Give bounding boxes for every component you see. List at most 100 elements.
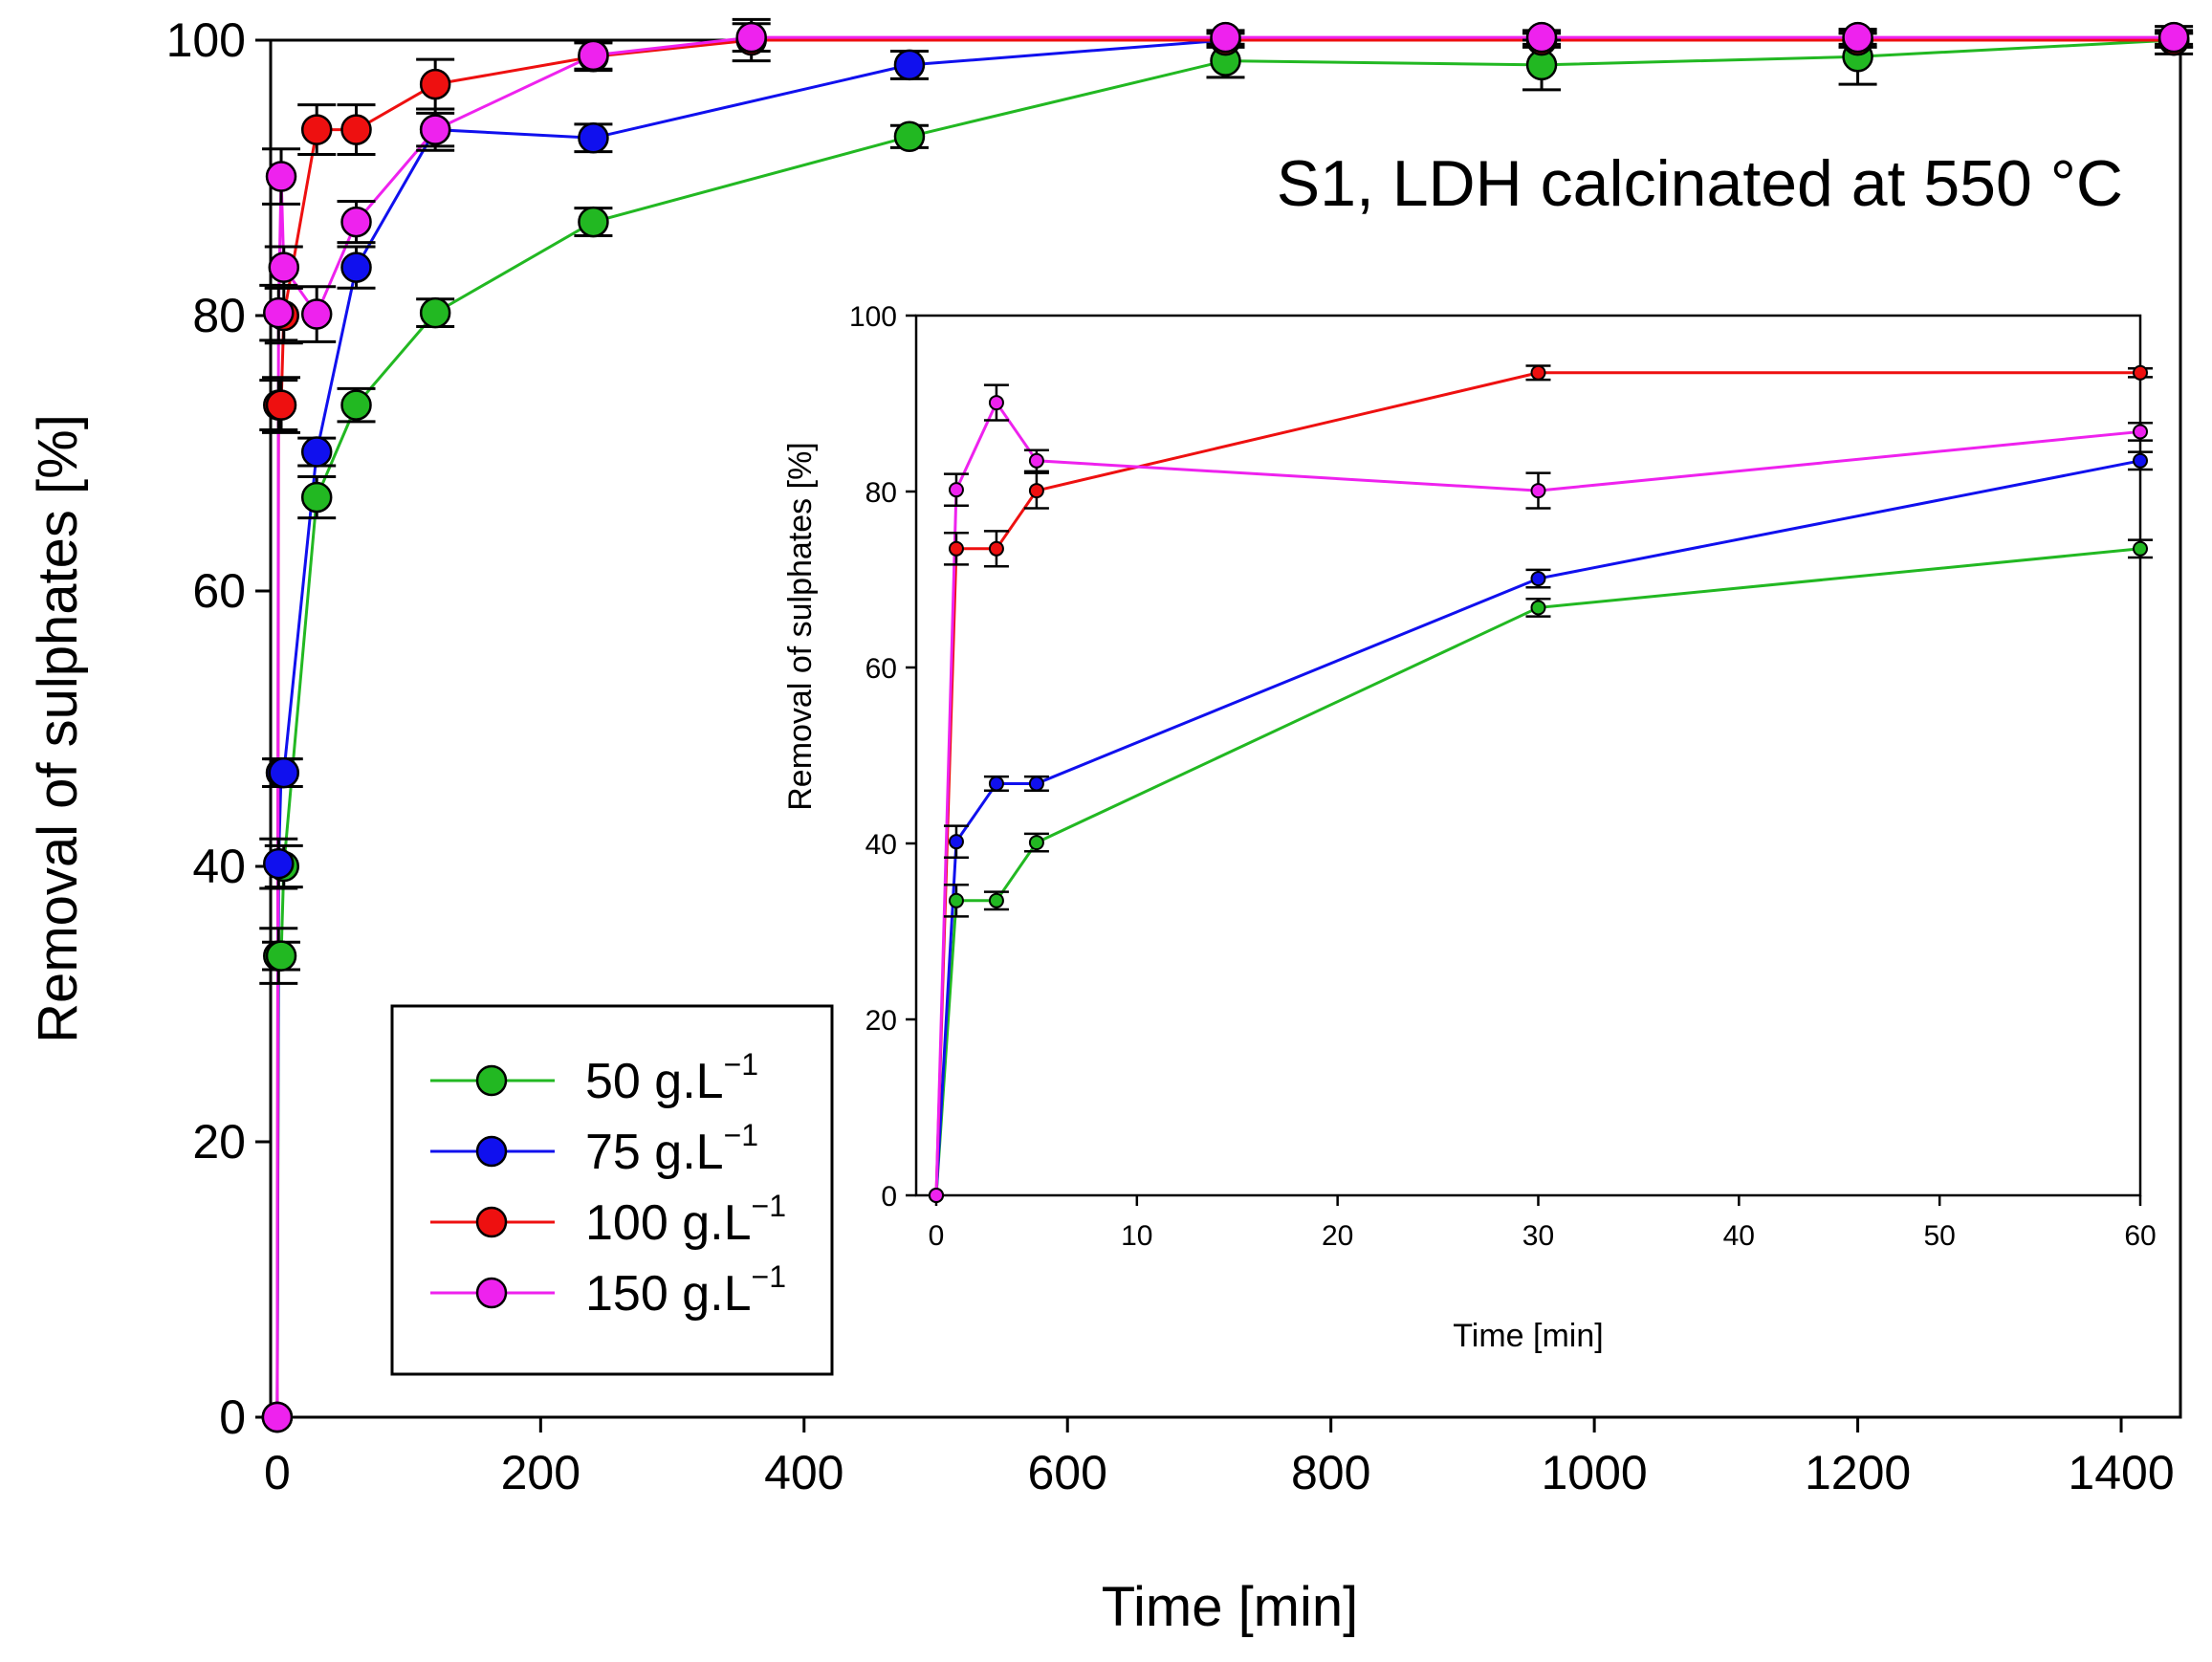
main-y-tick-label-20: 20 <box>192 1115 246 1169</box>
main-point-100-g-l-4 <box>300 114 333 145</box>
inset-x-tick-label-0: 0 <box>929 1220 945 1252</box>
inset-y-tick-label-40: 40 <box>865 829 897 861</box>
legend-entry-100-g-l: 100 g.L−1 <box>430 1189 786 1251</box>
main-point-150-g-l-5 <box>340 206 372 238</box>
main-point-75-g-l-3 <box>268 756 300 789</box>
main-point-75-g-l-1 <box>263 847 295 880</box>
legend-label-150-g-l: 150 g.L−1 <box>585 1259 786 1322</box>
legend-label-75-g-l: 75 g.L−1 <box>585 1118 758 1180</box>
inset-line-150-g-l <box>934 400 2141 1196</box>
main-point-100-g-l-6 <box>419 68 451 100</box>
main-point-100-g-l-5 <box>340 114 372 145</box>
legend-label-50-g-l: 50 g.L−1 <box>585 1047 758 1109</box>
main-point-100-g-l-2 <box>265 389 297 421</box>
main-point-150-g-l-9 <box>1210 21 1241 54</box>
inset-line-50-g-l <box>934 547 2141 1196</box>
inset-point-100-g-l-3 <box>1028 483 1044 499</box>
legend-box <box>390 1004 834 1376</box>
inset-point-50-g-l-1 <box>948 892 964 908</box>
inset-y-axis-label: Removal of sulphates [%] <box>782 442 819 811</box>
main-point-150-g-l-3 <box>268 251 300 283</box>
inset-y-tick-label-100: 100 <box>849 301 897 333</box>
main-point-150-g-l-12 <box>2157 21 2190 54</box>
legend-label-100-g-l: 100 g.L−1 <box>585 1189 786 1251</box>
inset-point-75-g-l-2 <box>988 776 1004 792</box>
inset-y-tick-label-20: 20 <box>865 1005 897 1037</box>
inset-point-75-g-l-5 <box>2133 452 2148 469</box>
main-point-150-g-l-7 <box>578 39 609 72</box>
inset-point-150-g-l-3 <box>1028 452 1044 469</box>
main-x-tick-label-200: 200 <box>501 1446 580 1499</box>
legend-entry-75-g-l: 75 g.L−1 <box>430 1118 758 1180</box>
main-point-75-g-l-7 <box>578 121 609 154</box>
main-point-150-g-l-2 <box>265 161 297 192</box>
main-point-50-g-l-4 <box>300 481 333 514</box>
inset-point-100-g-l-2 <box>988 540 1004 557</box>
main-point-150-g-l-10 <box>1525 21 1558 54</box>
main-point-150-g-l-0 <box>261 1401 294 1433</box>
inset-y-tick-label-0: 0 <box>881 1181 897 1213</box>
inset-ticks: 0 10 20 30 40 50 60 0 20 40 60 80 100 <box>849 301 2157 1252</box>
inset-point-100-g-l-4 <box>1530 364 1546 381</box>
inset-y-tick-label-60: 60 <box>865 653 897 685</box>
main-point-75-g-l-8 <box>893 49 926 81</box>
main-x-tick-label-400: 400 <box>764 1446 843 1499</box>
main-y-tick-label-0: 0 <box>219 1390 246 1444</box>
main-x-tick-label-1400: 1400 <box>2068 1446 2174 1499</box>
main-point-150-g-l-11 <box>1842 21 1873 54</box>
main-y-tick-label-40: 40 <box>192 840 246 893</box>
inset-x-tick-label-30: 30 <box>1522 1220 1554 1252</box>
main-point-150-g-l-8 <box>735 21 767 54</box>
main-y-tick-label-100: 100 <box>166 13 246 67</box>
main-x-tick-label-800: 800 <box>1291 1446 1370 1499</box>
inset-point-75-g-l-3 <box>1028 776 1044 792</box>
inset-point-50-g-l-2 <box>988 892 1004 908</box>
main-point-50-g-l-8 <box>893 120 926 153</box>
legend-marker-100-g-l <box>475 1206 508 1238</box>
legend-entries: 50 g.L−1 75 g.L−1 100 g.L−1 150 g.L−1 <box>430 1047 786 1322</box>
main-point-150-g-l-6 <box>419 114 451 145</box>
main-point-150-g-l-1 <box>263 296 295 329</box>
legend-marker-50-g-l <box>475 1064 508 1097</box>
legend-marker-150-g-l <box>475 1277 508 1309</box>
main-series-group <box>259 17 2194 1433</box>
inset-point-150-g-l-5 <box>2133 424 2148 440</box>
inset-point-150-g-l-4 <box>1530 483 1546 499</box>
main-y-tick-label-80: 80 <box>192 289 246 342</box>
inset-point-100-g-l-5 <box>2133 364 2148 381</box>
main-x-tick-label-0: 0 <box>264 1446 291 1499</box>
inset-x-tick-label-60: 60 <box>2124 1220 2156 1252</box>
inset-x-tick-label-10: 10 <box>1121 1220 1152 1252</box>
main-x-tick-label-600: 600 <box>1028 1446 1107 1499</box>
inset-point-75-g-l-1 <box>948 834 964 850</box>
main-point-50-g-l-2 <box>265 940 297 972</box>
main-x-axis-label: Time [min] <box>1102 1576 1359 1638</box>
inset-point-150-g-l-0 <box>928 1188 944 1203</box>
main-point-75-g-l-5 <box>340 251 372 283</box>
legend-entry-150-g-l: 150 g.L−1 <box>430 1259 786 1322</box>
inset-x-tick-label-20: 20 <box>1322 1220 1353 1252</box>
inset-point-75-g-l-4 <box>1530 571 1546 587</box>
inset-x-axis-label: Time [min] <box>1453 1318 1603 1354</box>
inset-point-50-g-l-5 <box>2133 540 2148 557</box>
main-y-axis-label: Removal of sulphates [%] <box>27 414 89 1043</box>
inset-background <box>916 316 2140 1195</box>
main-point-150-g-l-4 <box>300 298 333 330</box>
inset-series-group <box>928 364 2153 1203</box>
main-point-50-g-l-7 <box>578 206 609 238</box>
inset-point-150-g-l-1 <box>948 482 964 498</box>
inset-plot-frame <box>914 314 2142 1197</box>
legend: 50 g.L−1 75 g.L−1 100 g.L−1 150 g.L−1 <box>390 1004 834 1376</box>
inset-x-tick-label-50: 50 <box>1923 1220 1955 1252</box>
main-x-tick-label-1200: 1200 <box>1805 1446 1911 1499</box>
inset-point-150-g-l-2 <box>988 395 1004 411</box>
legend-entry-50-g-l: 50 g.L−1 <box>430 1047 758 1109</box>
legend-marker-75-g-l <box>475 1135 508 1168</box>
inset-plot: 0 10 20 30 40 50 60 0 20 40 60 80 100 Time [min] Rem… <box>782 301 2157 1354</box>
inset-point-100-g-l-1 <box>948 540 964 557</box>
main-y-tick-label-60: 60 <box>192 564 246 618</box>
inset-y-tick-label-80: 80 <box>865 477 897 509</box>
